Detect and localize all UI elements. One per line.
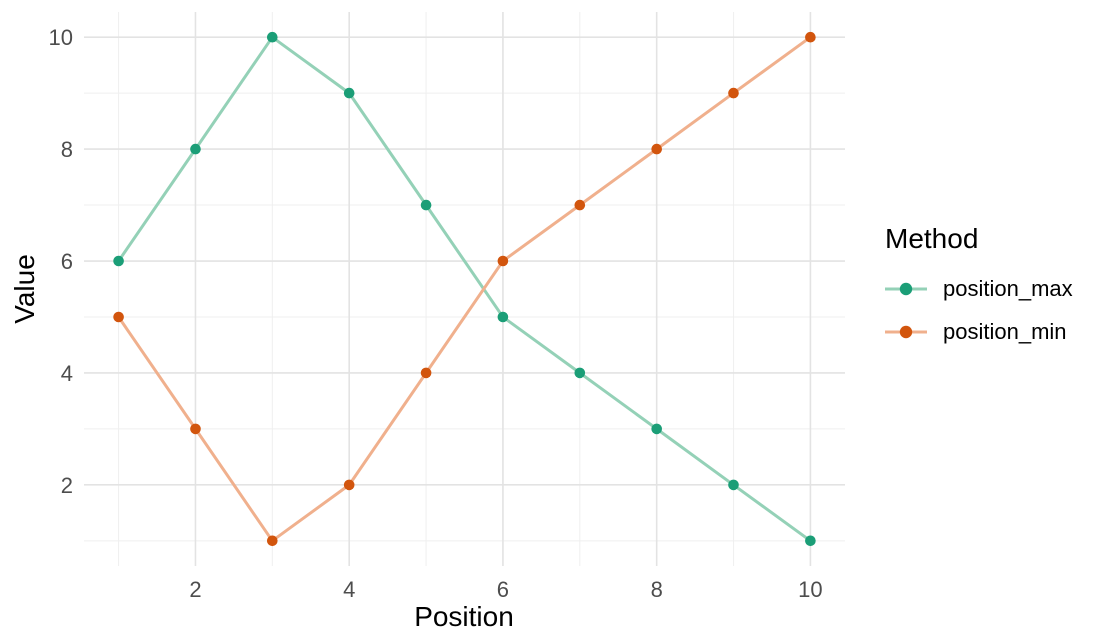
data-point-position_max — [497, 311, 509, 323]
data-point-position_max — [574, 367, 586, 379]
series-line-position_min — [117, 35, 812, 543]
legend-key-icon — [885, 325, 927, 339]
y-tick-label: 10 — [49, 25, 73, 50]
x-axis-title: Position — [414, 601, 514, 632]
data-point-position_min — [420, 367, 432, 379]
y-axis-tick-labels: 2 4 6 8 10 — [49, 25, 73, 498]
data-point-position_min — [651, 143, 662, 155]
x-tick-label: 4 — [343, 577, 355, 602]
data-point-position_min — [497, 255, 509, 267]
series-lines — [117, 35, 812, 543]
minor-gridlines — [84, 12, 845, 566]
data-point-position_max — [805, 535, 816, 547]
series-line-position_max — [117, 35, 812, 543]
legend-title: Method — [885, 223, 979, 254]
data-point-position_max — [651, 423, 662, 435]
x-tick-label: 6 — [497, 577, 509, 602]
x-tick-label: 2 — [189, 577, 201, 602]
legend-item-position_max: position_max — [884, 268, 1073, 311]
legend-label: position_max — [943, 276, 1073, 302]
data-point-position_min — [805, 31, 816, 43]
data-point-position_min — [190, 423, 201, 435]
data-point-position_max — [343, 87, 355, 99]
y-tick-label: 2 — [61, 473, 73, 498]
data-point-position_min — [267, 535, 278, 547]
legend-key-icon — [885, 282, 927, 296]
data-point-position_min — [728, 87, 739, 99]
data-point-position_max — [190, 143, 201, 155]
data-point-position_min — [343, 479, 355, 491]
data-point-position_max — [728, 479, 739, 491]
legend: Method position_max position_min — [884, 222, 1073, 354]
legend-item-position_min: position_min — [884, 311, 1073, 354]
y-tick-label: 4 — [61, 361, 73, 386]
y-tick-label: 8 — [61, 137, 73, 162]
series-points — [113, 31, 816, 547]
data-point-position_max — [420, 199, 432, 211]
x-tick-label: 8 — [651, 577, 663, 602]
y-tick-label: 6 — [61, 249, 73, 274]
data-point-position_max — [267, 31, 278, 43]
data-point-position_max — [113, 255, 124, 267]
y-axis-title: Value — [9, 254, 40, 324]
data-point-position_min — [574, 199, 586, 211]
x-tick-label: 10 — [798, 577, 822, 602]
legend-items: position_max position_min — [884, 268, 1073, 354]
x-axis-tick-labels: 2 4 6 8 10 — [189, 577, 822, 602]
legend-label: position_min — [943, 319, 1067, 345]
data-point-position_min — [113, 311, 124, 323]
